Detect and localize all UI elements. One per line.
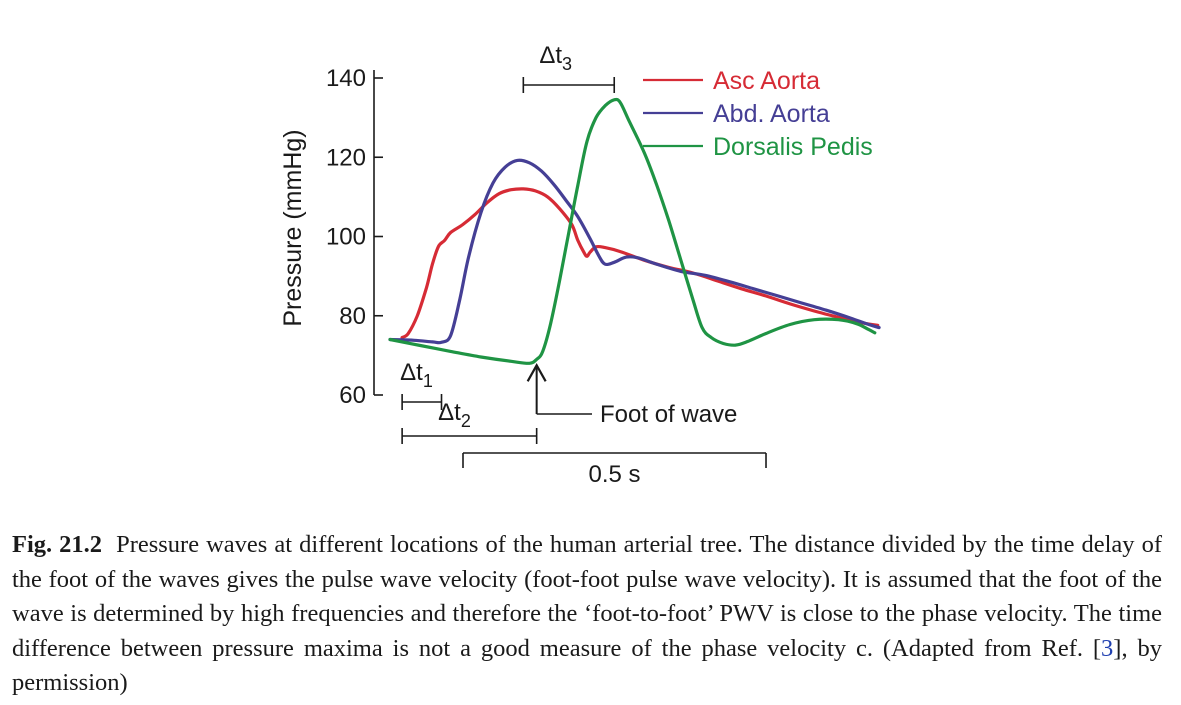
legend-label-asc-aorta: Asc Aorta xyxy=(713,67,820,95)
figure-caption: Fig. 21.2 Pressure waves at different loc… xyxy=(12,528,1162,701)
y-tick-label-120: 120 xyxy=(326,144,366,171)
caption-figure-label: Fig. 21.2 xyxy=(12,531,103,558)
y-tick-label-80: 80 xyxy=(339,303,366,330)
y-axis-label: Pressure (mmHg) xyxy=(279,129,307,326)
legend: Asc Aorta Abd. Aorta Dorsalis Pedis xyxy=(643,67,873,161)
legend-label-abd-aorta: Abd. Aorta xyxy=(713,100,830,128)
series-line-abd-aorta xyxy=(388,158,881,345)
delta-t3-label: Δt3 xyxy=(539,42,572,74)
time-scale-bar xyxy=(462,452,767,468)
foot-of-wave-label: Foot of wave xyxy=(600,401,737,428)
caption-text: Pressure waves at different locations of… xyxy=(12,531,1162,662)
foot-of-wave-arrow xyxy=(526,363,592,415)
caption-reference-link[interactable]: 3 xyxy=(1101,634,1114,662)
y-axis: 60 80 100 120 140 xyxy=(326,65,383,409)
delta-t1-bracket xyxy=(401,394,443,410)
delta-t1-label: Δt1 xyxy=(400,359,433,391)
delta-t2-label: Δt2 xyxy=(438,399,471,431)
caption-text-end: ], by permission) xyxy=(12,634,1162,697)
legend-label-dorsalis-pedis: Dorsalis Pedis xyxy=(713,133,873,161)
time-scale-label: 0.5 s xyxy=(588,461,640,488)
y-tick-label-100: 100 xyxy=(326,224,366,251)
delta-t2-bracket xyxy=(401,428,538,444)
delta-t3-bracket xyxy=(522,77,616,93)
series-lines xyxy=(388,97,881,365)
y-tick-label-60: 60 xyxy=(339,382,366,409)
series-line-dorsalis-pedis xyxy=(388,97,877,365)
series-line-asc-aorta xyxy=(400,187,880,340)
y-tick-label-140: 140 xyxy=(326,65,366,92)
